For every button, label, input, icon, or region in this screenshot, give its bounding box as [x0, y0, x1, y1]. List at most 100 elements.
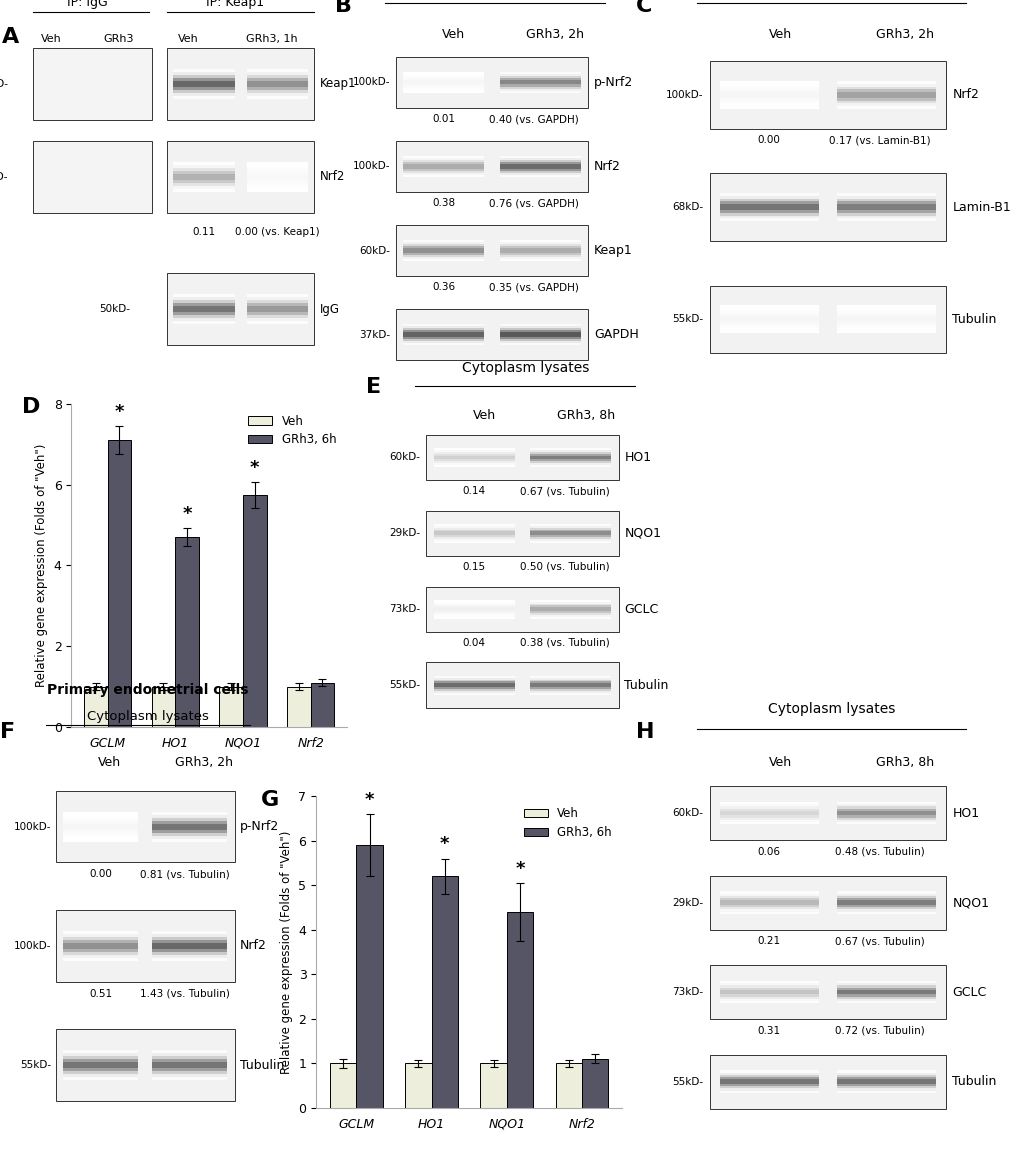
Bar — [63, 1065, 139, 1069]
Bar — [153, 1050, 227, 1054]
Text: F: F — [0, 722, 15, 742]
Bar — [433, 692, 515, 695]
Bar — [153, 937, 227, 941]
Text: Lamin-B1: Lamin-B1 — [952, 201, 1010, 213]
Text: IP: IgG: IP: IgG — [67, 0, 108, 9]
Bar — [718, 981, 817, 983]
Bar — [247, 75, 308, 77]
Bar — [173, 69, 234, 72]
Bar — [153, 830, 227, 833]
Bar — [403, 335, 484, 337]
Bar — [718, 100, 817, 104]
Bar — [837, 997, 935, 999]
Bar — [153, 1056, 227, 1059]
Bar — [405, 1063, 431, 1108]
Bar — [153, 818, 227, 820]
Bar — [499, 242, 580, 245]
Text: D: D — [21, 397, 40, 418]
Bar — [173, 298, 234, 300]
Bar — [173, 165, 234, 167]
Text: *: * — [114, 403, 124, 421]
Bar — [718, 992, 817, 995]
Text: 0.14: 0.14 — [463, 486, 485, 496]
Bar — [718, 212, 817, 216]
Bar — [718, 204, 817, 207]
Text: 0.67 (vs. Tubulin): 0.67 (vs. Tubulin) — [835, 936, 924, 946]
Bar — [499, 257, 580, 258]
Bar — [426, 662, 619, 709]
Bar — [63, 958, 139, 961]
Text: *: * — [439, 835, 449, 853]
Bar — [530, 524, 610, 526]
Bar — [718, 104, 817, 106]
Text: 29kD-: 29kD- — [672, 898, 703, 908]
Text: GRh3, 2h: GRh3, 2h — [875, 29, 933, 42]
Bar — [63, 839, 139, 841]
Bar — [243, 495, 266, 727]
Bar — [173, 177, 234, 180]
Text: GRh3, 1h: GRh3, 1h — [246, 33, 297, 44]
Bar — [433, 687, 515, 689]
Bar — [499, 332, 580, 335]
Bar — [530, 683, 610, 685]
Bar — [153, 956, 227, 958]
Bar — [173, 93, 234, 96]
Bar — [709, 1055, 945, 1109]
Bar — [718, 305, 817, 308]
Bar — [403, 248, 484, 250]
Bar — [530, 450, 610, 451]
Bar — [247, 165, 308, 167]
Bar — [433, 612, 515, 613]
Bar — [63, 830, 139, 833]
Y-axis label: Relative gene expression (Folds of "Veh"): Relative gene expression (Folds of "Veh"… — [279, 831, 292, 1073]
Text: 0.35 (vs. GAPDH): 0.35 (vs. GAPDH) — [489, 283, 579, 292]
Bar — [403, 163, 484, 164]
Bar — [247, 96, 308, 99]
Bar — [433, 541, 515, 544]
Bar — [63, 1071, 139, 1074]
Bar — [718, 891, 817, 893]
Bar — [63, 1074, 139, 1078]
Bar — [247, 306, 308, 309]
Bar — [718, 1077, 817, 1079]
Bar — [395, 225, 588, 276]
Bar — [63, 1078, 139, 1080]
Bar — [718, 106, 817, 110]
Bar — [247, 69, 308, 72]
Text: IP: Keap1: IP: Keap1 — [206, 0, 263, 9]
Bar — [63, 820, 139, 824]
Bar — [499, 337, 580, 339]
Bar — [247, 180, 308, 183]
Bar — [837, 1073, 935, 1074]
Bar — [403, 258, 484, 261]
Text: Veh: Veh — [41, 33, 61, 44]
Bar — [709, 876, 945, 930]
Bar — [718, 308, 817, 310]
Text: 60kD-: 60kD- — [389, 452, 420, 463]
Bar — [153, 815, 227, 818]
Text: C: C — [636, 0, 652, 16]
Bar — [403, 253, 484, 255]
Bar — [433, 527, 515, 530]
Bar — [499, 248, 580, 250]
Bar — [403, 158, 484, 160]
Bar — [837, 1084, 935, 1086]
Bar — [433, 454, 515, 456]
Bar — [837, 216, 935, 218]
Bar — [837, 305, 935, 308]
Bar — [286, 687, 311, 727]
Bar — [173, 87, 234, 90]
Bar — [403, 330, 484, 332]
Bar — [403, 242, 484, 245]
Bar — [433, 689, 515, 691]
Bar — [173, 304, 234, 306]
Bar — [153, 943, 227, 946]
Bar — [153, 820, 227, 824]
Text: 100kD-: 100kD- — [0, 172, 8, 182]
Bar — [433, 526, 515, 527]
Bar — [718, 1081, 817, 1084]
Bar — [837, 811, 935, 814]
Bar — [530, 609, 610, 612]
Bar — [499, 173, 580, 175]
Text: A: A — [2, 27, 19, 46]
